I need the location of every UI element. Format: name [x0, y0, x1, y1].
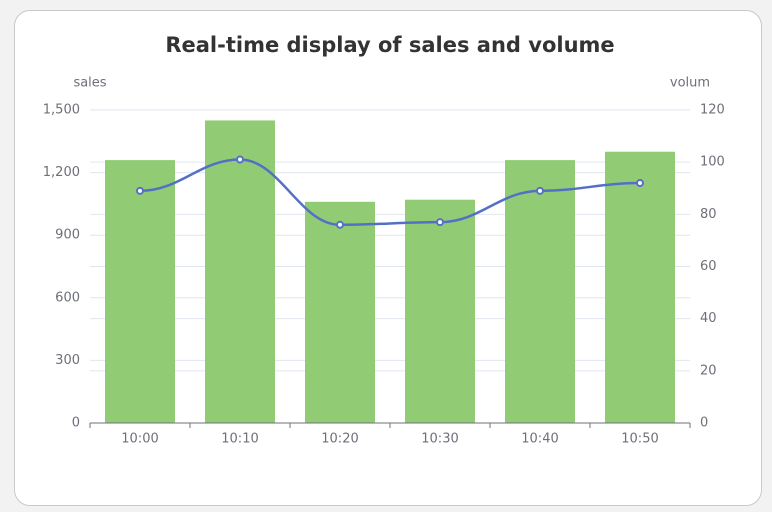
x-tick-label: 10:10 — [221, 432, 258, 447]
bar — [605, 151, 675, 423]
line — [139, 158, 641, 227]
y2-tick-label: 80 — [700, 207, 717, 222]
y2-tick-label: 60 — [700, 259, 717, 274]
y2-tick-label: 120 — [700, 103, 725, 118]
x-tick-label: 10:50 — [621, 432, 658, 447]
point — [336, 220, 344, 229]
y-tick-label: 1,500 — [43, 103, 80, 118]
y2-tick-label: 20 — [700, 363, 717, 378]
y-tick-label: 300 — [55, 353, 80, 368]
y-tick-label: 900 — [55, 228, 80, 243]
point — [636, 179, 644, 188]
y2-tick-label: 40 — [700, 311, 717, 326]
bar — [405, 199, 475, 423]
y-tick-label: 1,200 — [43, 165, 80, 180]
point — [436, 218, 444, 227]
chart-title: Real-time display of sales and volume — [165, 33, 614, 57]
point — [536, 186, 544, 195]
x-tick-label: 10:20 — [321, 432, 358, 447]
y-tick-label: 0 — [72, 416, 80, 431]
y-axis-label: sales — [73, 76, 106, 91]
point — [236, 155, 244, 164]
y2-tick-label: 100 — [700, 155, 725, 170]
y-tick-label: 600 — [55, 290, 80, 305]
bar — [105, 160, 175, 423]
y2-axis-label: volum — [670, 76, 710, 91]
bar — [305, 201, 375, 423]
point — [136, 186, 144, 195]
bar — [505, 160, 575, 423]
y2-tick-label: 0 — [700, 416, 708, 431]
x-tick-label: 10:30 — [421, 432, 458, 447]
x-tick-label: 10:00 — [121, 432, 158, 447]
x-tick-label: 10:40 — [521, 432, 558, 447]
bar — [205, 120, 275, 423]
